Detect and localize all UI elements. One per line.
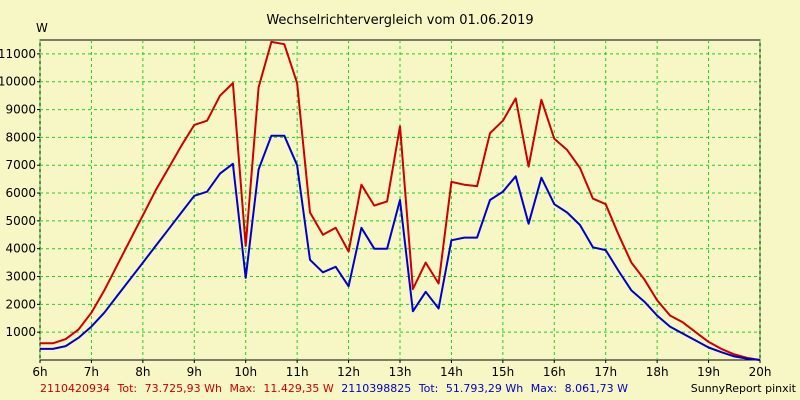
- legend-series-1-tot-label: Tot:: [117, 382, 138, 395]
- x-tick-labels: 6h 7h 8h 9h 10h 11h 12h 13h 14h 15h 16h 17h 18h 19h 20…: [32, 360, 771, 379]
- legend-series-2-tot: 51.793,29 Wh: [446, 382, 523, 395]
- legend-series-2-max: 8.061,73 W: [565, 382, 628, 395]
- y-tick-label: 3000: [5, 270, 36, 284]
- legend-series-1-max: 11.429,35 W: [263, 382, 333, 395]
- x-tick-label: 10h: [234, 365, 257, 379]
- x-tick-label: 8h: [135, 365, 150, 379]
- x-tick-label: 11h: [286, 365, 309, 379]
- plot-area: 1000 2000 3000 4000 5000 6000 7000 8000 9000 1000…: [0, 39, 771, 379]
- x-tick-label: 19h: [697, 365, 720, 379]
- x-tick-label: 18h: [646, 365, 669, 379]
- y-tick-labels: 1000 2000 3000 4000 5000 6000 7000 8000 9000 1000…: [0, 47, 40, 339]
- legend: 2110420934 Tot: 73.725,93 Wh Max: 11.429…: [40, 382, 628, 395]
- legend-series-2-id: 2110398825: [341, 382, 411, 395]
- x-tick-label: 16h: [543, 365, 566, 379]
- grid: [39, 40, 761, 360]
- legend-series-2-max-label: Max:: [531, 382, 557, 395]
- y-tick-label: 4000: [5, 242, 36, 256]
- x-tick-label: 13h: [389, 365, 412, 379]
- legend-series-1-tot: 73.725,93 Wh: [145, 382, 222, 395]
- series-lines: [40, 40, 761, 361]
- y-tick-label: 1000: [5, 325, 36, 339]
- y-axis-label: W: [36, 21, 48, 35]
- x-tick-label: 7h: [84, 365, 99, 379]
- x-tick-label: 20h: [749, 365, 772, 379]
- x-tick-label: 12h: [337, 365, 360, 379]
- y-tick-label: 11000: [0, 47, 36, 61]
- y-tick-label: 5000: [5, 214, 36, 228]
- y-tick-label: 8000: [5, 130, 36, 144]
- x-tick-label: 14h: [440, 365, 463, 379]
- y-tick-label: 7000: [5, 158, 36, 172]
- y-tick-label: 10000: [0, 75, 36, 89]
- legend-series-2-tot-label: Tot:: [418, 382, 439, 395]
- chart-title: Wechselrichtervergleich vom 01.06.2019: [266, 13, 533, 28]
- footer-credit: SunnyReport pinxit: [691, 382, 797, 395]
- series-line-2110398825: [40, 134, 761, 361]
- y-tick-label: 2000: [5, 297, 36, 311]
- y-tick-label: 9000: [5, 103, 36, 117]
- x-tick-label: 6h: [32, 365, 47, 379]
- x-tick-label: 17h: [594, 365, 617, 379]
- legend-series-1-max-label: Max:: [229, 382, 255, 395]
- legend-series-1-id: 2110420934: [40, 382, 110, 395]
- y-tick-label: 6000: [5, 186, 36, 200]
- x-tick-label: 15h: [491, 365, 514, 379]
- x-tick-label: 9h: [187, 365, 202, 379]
- series-line-2110420934: [40, 40, 761, 361]
